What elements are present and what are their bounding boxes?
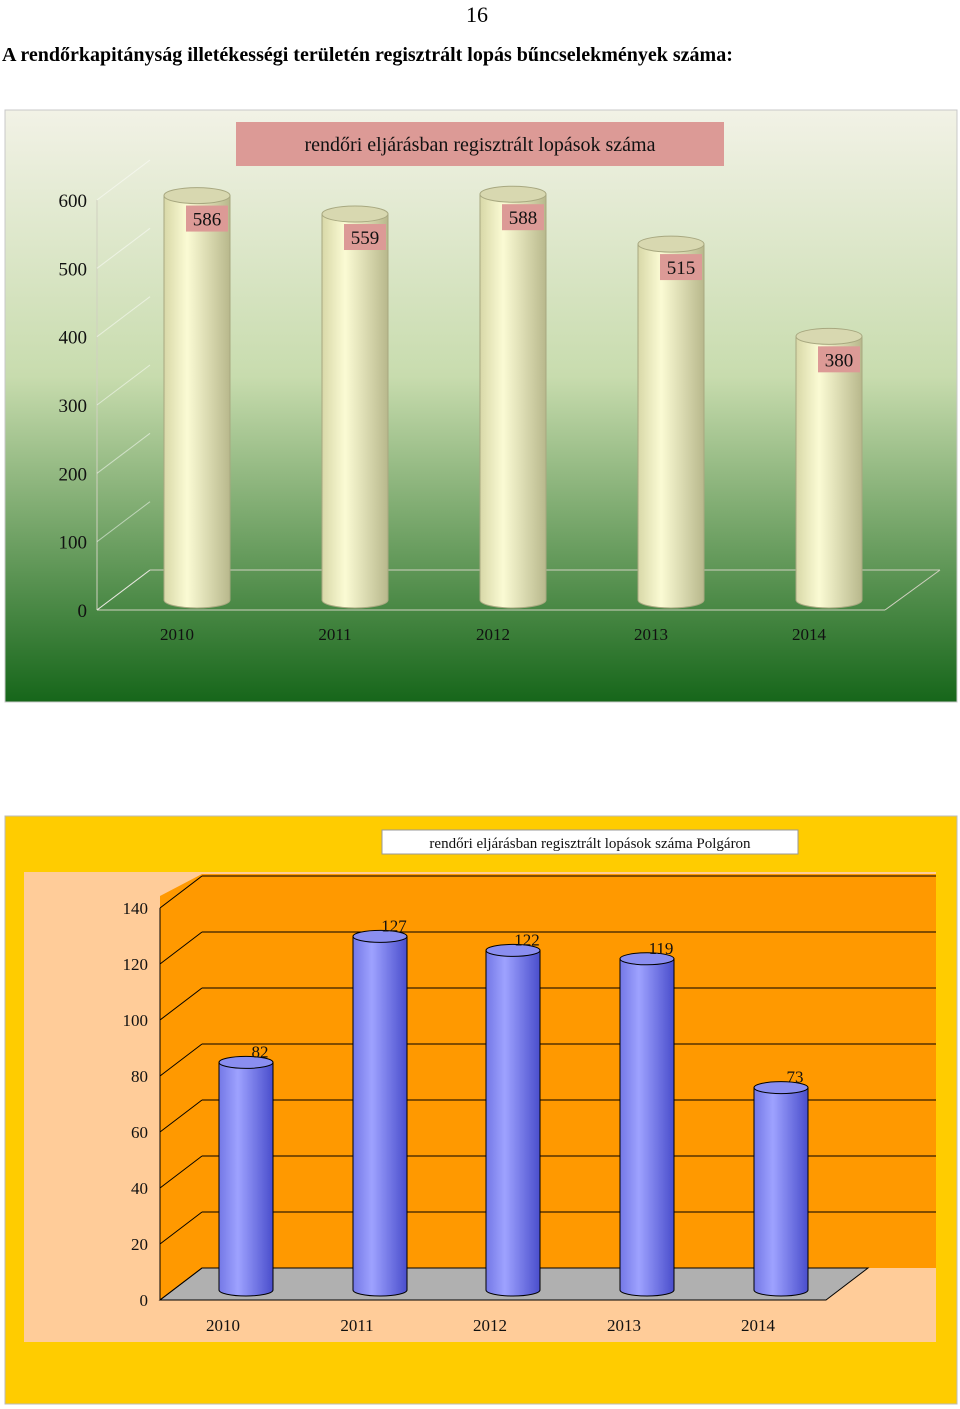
- chart2-x-tick-label: 2010: [206, 1316, 240, 1335]
- chart1-bar-top: [479, 185, 547, 203]
- chart2-bar: [352, 935, 408, 1297]
- chart2-y-tick-label: 100: [123, 1011, 149, 1030]
- chart1-gridline: [96, 432, 151, 474]
- chart2-bar: [753, 1087, 809, 1297]
- chart2-gridline-side: [159, 1267, 203, 1301]
- chart1-bar-top: [637, 235, 705, 253]
- chart2-y-tick-label: 120: [123, 955, 149, 974]
- chart1-x-tick-label: 2013: [634, 625, 668, 644]
- chart2-bar-top: [352, 929, 408, 943]
- chart2-y-tick-label: 140: [123, 899, 149, 918]
- chart1-data-label-box: [660, 254, 702, 281]
- chart2-y-tick-label: 60: [131, 1123, 148, 1142]
- chart1-bar: [795, 335, 863, 609]
- chart1-data-label: 588: [509, 208, 538, 229]
- chart2-gridline-side: [159, 1043, 203, 1077]
- chart2-data-label: 122: [514, 930, 540, 949]
- chart1-data-label: 586: [193, 210, 222, 231]
- chart2-y-tick-label: 20: [131, 1235, 148, 1254]
- chart1-floor-right: [884, 569, 941, 611]
- chart2-gridline-side: [159, 931, 203, 965]
- chart1-data-label-box: [502, 204, 544, 231]
- chart1-gridline: [96, 569, 151, 611]
- chart1-y-tick-label: 100: [59, 533, 88, 554]
- chart1-data-label: 515: [667, 258, 696, 279]
- chart1-bar-top: [163, 187, 231, 205]
- chart2-bar: [619, 958, 675, 1297]
- chart2-x-tick-label: 2011: [340, 1316, 373, 1335]
- chart2-gridline-side: [159, 1211, 203, 1245]
- chart2-bar-top: [619, 952, 675, 966]
- chart2-y-tick-label: 80: [131, 1067, 148, 1086]
- chart1-x-tick-label: 2011: [318, 625, 351, 644]
- chart1-title: rendőri eljárásban regisztrált lopások s…: [305, 134, 656, 156]
- chart2-bar-top: [218, 1055, 274, 1069]
- chart1-title-box: [236, 122, 724, 166]
- chart1-x-tick-label: 2014: [792, 625, 827, 644]
- chart1-bar-top: [321, 205, 389, 223]
- chart2-x-tick-label: 2013: [607, 1316, 641, 1335]
- chart2-data-label: 127: [381, 916, 407, 935]
- chart2-x-tick-label: 2012: [473, 1316, 507, 1335]
- chart1-data-label: 380: [825, 350, 854, 371]
- chart2-x-tick-label: 2014: [741, 1316, 776, 1335]
- chart1-data-label: 559: [351, 228, 380, 249]
- chart1-y-tick-label: 600: [59, 191, 88, 212]
- chart1-data-label-box: [344, 224, 386, 251]
- chart1-bar: [163, 195, 231, 609]
- chart2-data-label: 82: [252, 1042, 269, 1061]
- chart2-back-wall: [202, 874, 936, 1268]
- chart2-bar-top: [753, 1081, 809, 1095]
- chart2-gridline-side: [159, 1099, 203, 1133]
- chart2-bar-top: [485, 943, 541, 957]
- chart1-x-tick-label: 2012: [476, 625, 510, 644]
- chart1-gridline: [96, 501, 151, 543]
- chart1-y-tick-label: 200: [59, 464, 88, 485]
- chart1-y-tick-label: 300: [59, 396, 88, 417]
- chart2-bar: [218, 1061, 274, 1297]
- chart1-bar-top: [795, 327, 863, 345]
- chart1-x-tick-label: 2010: [160, 625, 194, 644]
- chart1-y-tick-label: 0: [78, 601, 88, 622]
- chart1-gridline: [96, 159, 151, 201]
- chart1-bar: [321, 213, 389, 609]
- chart1-gridline: [96, 364, 151, 406]
- chart1-bar: [637, 243, 705, 609]
- chart2-data-label: 73: [787, 1068, 804, 1087]
- chart1-gridline: [96, 227, 151, 269]
- chart2-gridline-side: [159, 987, 203, 1021]
- chart2-side-wall: [160, 874, 202, 1300]
- chart1-y-tick-label: 400: [59, 328, 88, 349]
- page-heading: A rendőrkapitányság illetékességi terüle…: [2, 44, 733, 66]
- chart-lopasok-szama-polgar: 0 20 40 60 80 100 120 140 2010 2011 2012 2013 2014 8…: [4, 815, 958, 1405]
- chart1-gridline: [96, 296, 151, 338]
- chart2-gridline-side: [159, 875, 203, 909]
- page-number: 16: [466, 2, 488, 27]
- chart1-data-label-box: [186, 205, 228, 232]
- chart2-title: rendőri eljárásban regisztrált lopások s…: [429, 836, 751, 852]
- chart2-y-tick-label: 40: [131, 1179, 148, 1198]
- chart2-y-tick-label: 0: [140, 1291, 149, 1310]
- chart2-gridline-side: [159, 1155, 203, 1189]
- chart2-title-box: [381, 829, 799, 855]
- chart1-data-label-box: [818, 346, 860, 373]
- chart1-y-tick-label: 500: [59, 259, 88, 280]
- chart1-bar: [479, 193, 547, 609]
- chart2-bar: [485, 949, 541, 1297]
- chart2-data-label: 119: [649, 939, 674, 958]
